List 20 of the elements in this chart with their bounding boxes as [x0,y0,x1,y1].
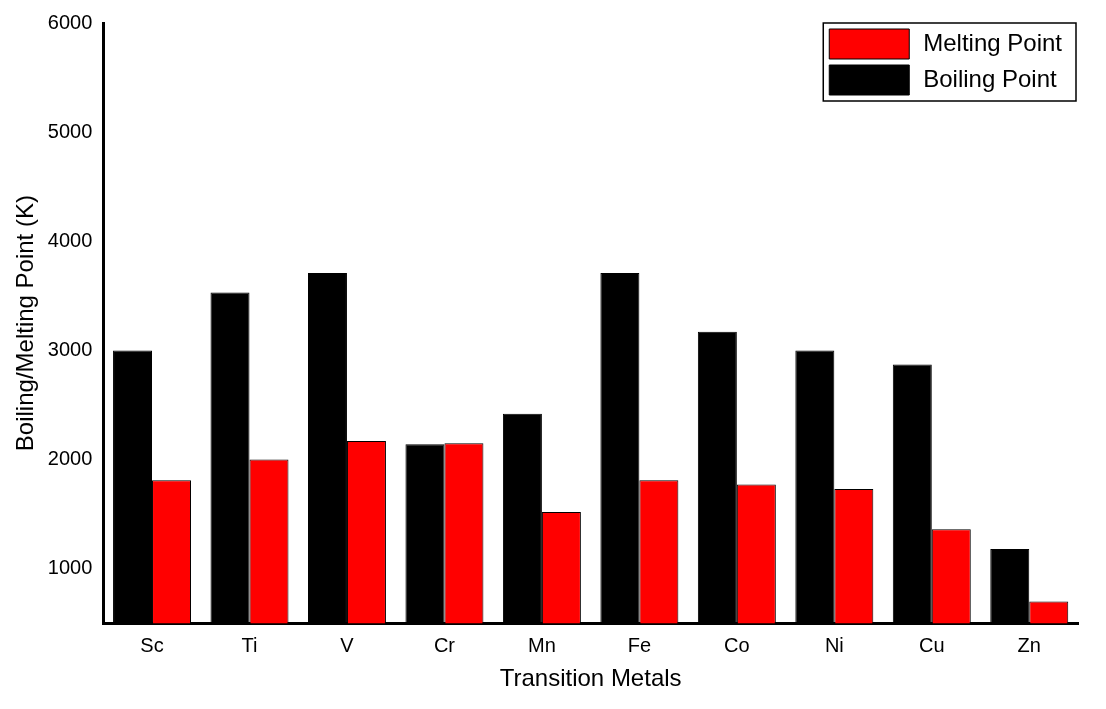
y-axis-title: Boiling/Melting Point (K) [11,195,39,452]
y-tick-label: 4000 [47,228,93,251]
y-tick-label: 6000 [47,10,93,33]
x-tick-label: Zn [1017,633,1041,656]
x-tick-label: Fe [627,633,652,656]
y-tick-label: 3000 [47,337,93,360]
x-tick-label: Ni [824,633,844,656]
x-tick-label: Ti [241,633,258,656]
x-axis-title: Transition Metals [499,664,682,692]
x-tick-label: Sc [140,633,164,656]
x-tick-label: Cr [433,633,456,656]
x-tick-label: Co [724,633,750,656]
y-tick-label: 5000 [47,119,93,142]
x-tick-label: Cu [919,633,945,656]
legend-label: Melting Point [923,28,1063,56]
x-tick-label: V [340,633,355,656]
y-tick-label: 1000 [47,556,93,579]
x-tick-label: Mn [528,633,556,656]
legend-label: Boiling Point [923,64,1058,92]
y-tick-label: 2000 [47,447,93,470]
